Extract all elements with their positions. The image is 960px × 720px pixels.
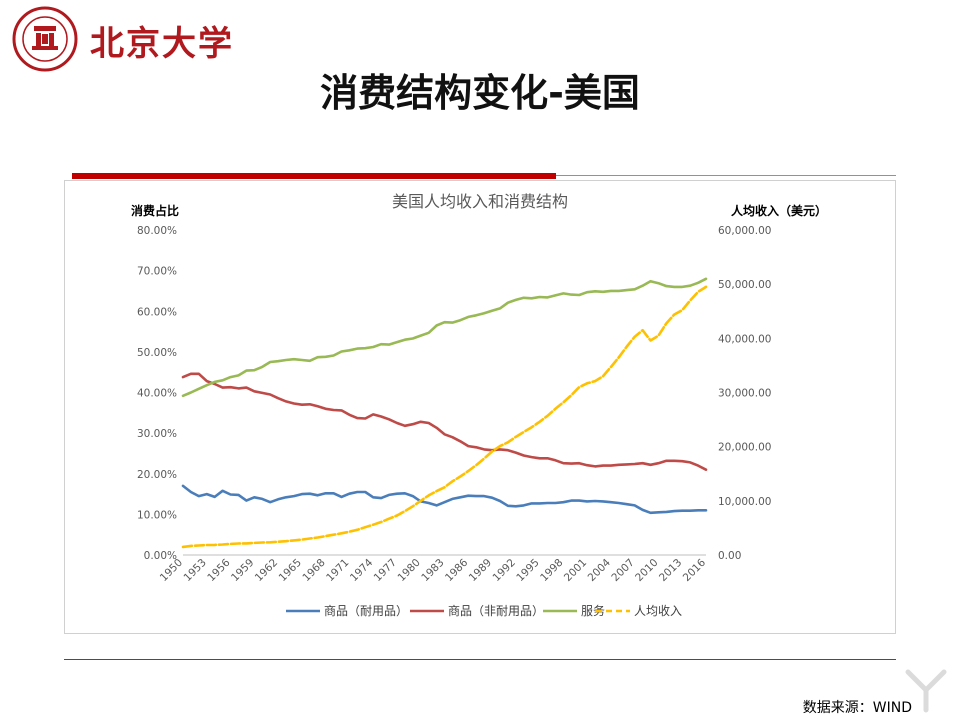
data-source: 数据来源：WIND (802, 700, 912, 716)
university-logo: 北京大学 (12, 6, 232, 76)
series-line-1 (181, 484, 708, 515)
x-tick-label: 1992 (491, 557, 518, 584)
legend-label: 商品（耐用品） (324, 603, 408, 618)
university-name: 北京大学 (90, 24, 234, 64)
y-tick-label: 0.00% (144, 550, 177, 562)
x-tick-label: 2004 (586, 556, 614, 584)
y2-tick-label: 60,000.00 (718, 225, 771, 237)
y-tick-label: 30.00% (137, 428, 177, 440)
x-tick-label: 1998 (538, 557, 565, 584)
y2-axis-title: 人均收入（美元） (731, 203, 827, 218)
x-tick-label: 1953 (182, 557, 209, 584)
y-tick-label: 80.00% (137, 225, 177, 237)
legend-label: 服务 (581, 603, 605, 618)
y2-tick-label: 50,000.00 (718, 279, 771, 291)
series-line-2 (181, 372, 708, 472)
x-tick-label: 1965 (277, 557, 304, 584)
university-seal-icon (12, 6, 78, 72)
series-line-3 (181, 277, 708, 398)
y2-tick-label: 30,000.00 (718, 388, 771, 400)
footer-rule (64, 659, 896, 660)
y2-tick-label: 20,000.00 (718, 442, 771, 454)
chart-title: 美国人均收入和消费结构 (392, 192, 568, 211)
x-tick-label: 1959 (229, 557, 256, 584)
slide-title: 消费结构变化-美国 (320, 71, 640, 115)
title-rule-red (72, 173, 556, 179)
x-tick-label: 1956 (205, 556, 233, 584)
x-tick-label: 1962 (253, 557, 280, 584)
x-tick-label: 2001 (562, 557, 589, 584)
x-tick-label: 1977 (372, 557, 399, 584)
y-tick-label: 60.00% (137, 306, 177, 318)
legend-label: 商品（非耐用品） (448, 603, 544, 618)
y-tick-label: 70.00% (137, 266, 177, 278)
x-tick-label: 1986 (443, 556, 471, 584)
legend-label: 人均收入 (634, 604, 682, 618)
y-tick-label: 50.00% (137, 347, 177, 359)
x-tick-label: 1968 (300, 557, 327, 584)
title-rule-thin (556, 175, 896, 176)
y-tick-label: 40.00% (137, 388, 177, 400)
y-axis-title: 消费占比 (131, 203, 179, 218)
y2-tick-label: 40,000.00 (718, 333, 771, 345)
x-tick-label: 1995 (514, 557, 541, 584)
x-tick-label: 1983 (419, 557, 446, 584)
x-tick-label: 1989 (467, 557, 494, 584)
y2-tick-label: 10,000.00 (718, 496, 771, 508)
y2-tick-label: 0.00 (718, 550, 741, 562)
x-tick-label: 2013 (657, 557, 684, 584)
chart-frame: 美国人均收入和消费结构消费占比 人均收入（美元） 0.00% 10.00% 20.00%… (64, 180, 896, 634)
y-tick-label: 10.00% (137, 509, 177, 521)
x-tick-label: 1974 (348, 556, 376, 584)
x-tick-label: 2007 (609, 557, 636, 584)
x-tick-label: 1980 (395, 557, 422, 584)
x-tick-label: 1971 (324, 557, 351, 584)
watermark-icon (905, 669, 947, 713)
x-tick-label: 2010 (633, 557, 660, 584)
x-tick-label: 2016 (681, 556, 709, 584)
y-tick-label: 20.00% (137, 469, 177, 481)
series-line-4 (181, 285, 708, 549)
